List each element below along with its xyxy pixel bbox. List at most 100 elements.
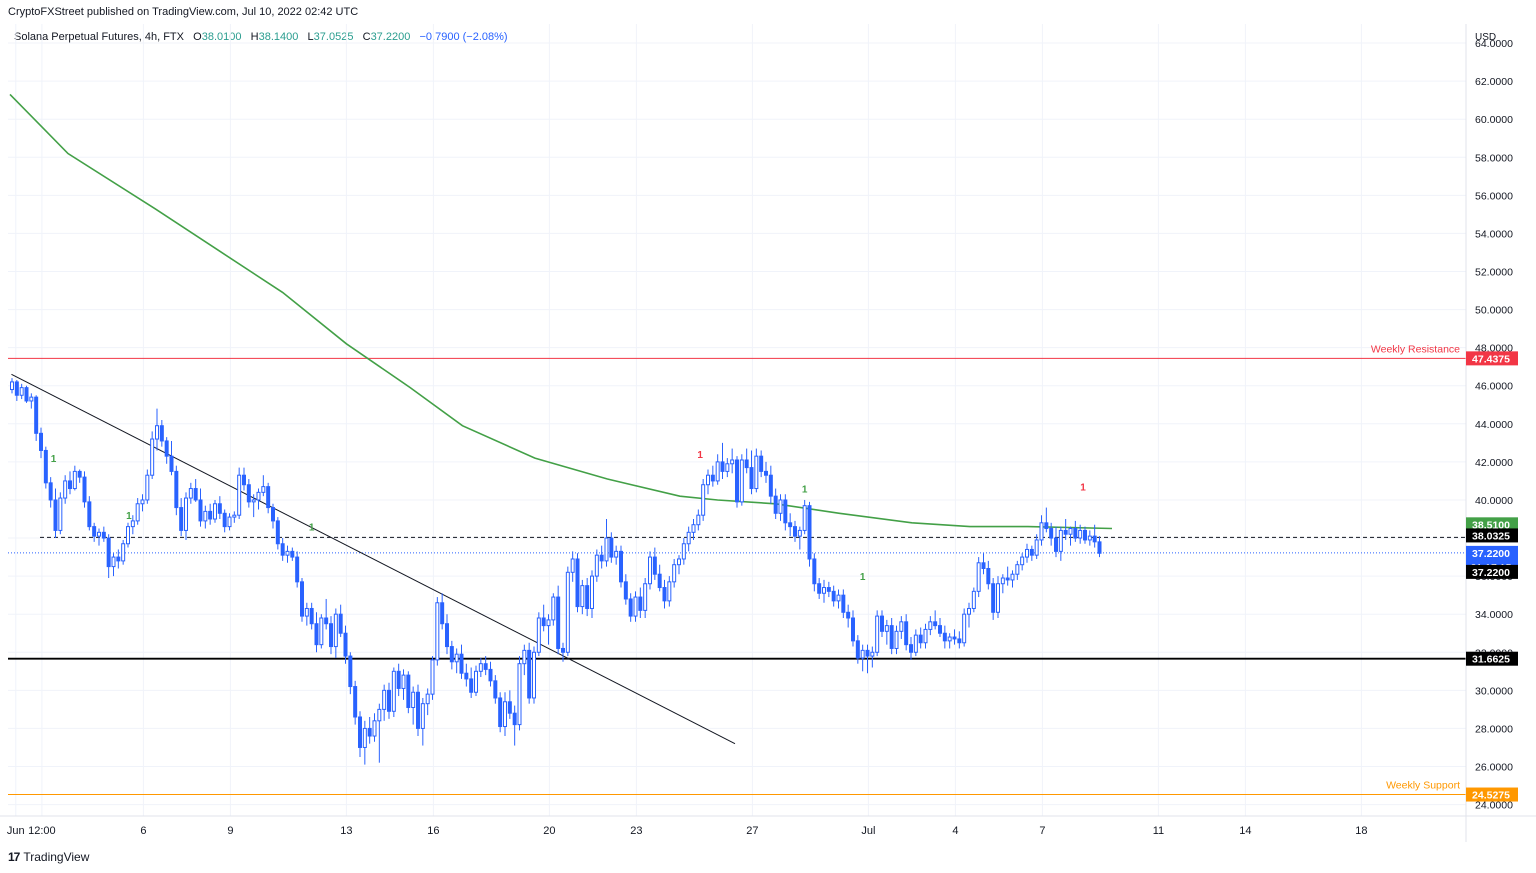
candle-body bbox=[14, 381, 19, 396]
candle-body bbox=[1049, 528, 1054, 539]
candle-body bbox=[884, 625, 889, 632]
close-label: C bbox=[362, 31, 371, 43]
y-tick-label: 24.0000 bbox=[1475, 800, 1513, 812]
candle-body bbox=[822, 587, 826, 594]
candle-body bbox=[445, 623, 449, 648]
y-tick-label: 62.0000 bbox=[1475, 76, 1513, 88]
candle-body bbox=[503, 701, 507, 728]
candle-body bbox=[957, 638, 962, 644]
candle-body bbox=[532, 651, 536, 699]
candle-body bbox=[507, 701, 512, 714]
candle-body bbox=[570, 558, 575, 573]
candle-body bbox=[648, 556, 652, 585]
open-value: 38.0100 bbox=[201, 31, 242, 43]
candle-body bbox=[855, 640, 860, 659]
x-tick-label: 18 bbox=[1355, 825, 1367, 837]
high-value: 38.1400 bbox=[258, 31, 299, 43]
y-tick-label: 56.0000 bbox=[1475, 190, 1513, 202]
candle-body bbox=[193, 488, 198, 501]
candle-body bbox=[179, 507, 184, 531]
candle-body bbox=[725, 463, 730, 472]
candle-body bbox=[1000, 577, 1005, 585]
price-tag-label: 37.2200 bbox=[1472, 548, 1510, 560]
candle-body bbox=[232, 514, 237, 518]
level-price-tag bbox=[1466, 351, 1518, 366]
y-tick-label: 54.0000 bbox=[1475, 228, 1513, 240]
td-marker: 1 bbox=[860, 572, 866, 583]
candle-body bbox=[416, 691, 420, 729]
candle-body bbox=[565, 571, 570, 653]
candle-body bbox=[1034, 539, 1039, 556]
candle-body bbox=[121, 543, 126, 562]
candle-body bbox=[628, 598, 633, 617]
level-name: Weekly Support bbox=[1386, 780, 1460, 792]
candle-body bbox=[174, 470, 179, 509]
candle-body bbox=[764, 470, 768, 476]
candle-body bbox=[184, 497, 188, 531]
x-tick-label: 23 bbox=[630, 825, 642, 837]
candle-body bbox=[411, 691, 416, 708]
level-lines: Weekly Resistance Weekly Support bbox=[8, 343, 1466, 796]
td-marker: 1 bbox=[126, 511, 132, 522]
candle-body bbox=[962, 613, 967, 644]
candle-body bbox=[657, 573, 662, 589]
candle-body bbox=[971, 590, 976, 609]
candle-body bbox=[34, 396, 39, 434]
candle-body bbox=[623, 581, 628, 600]
y-tick-label: 46.0000 bbox=[1475, 381, 1513, 393]
high-label: H bbox=[250, 31, 259, 43]
published-by-header: CryptoFXStreet published on TradingView.… bbox=[8, 6, 359, 18]
footer-brand[interactable]: TradingView bbox=[23, 850, 90, 864]
level-price-tag bbox=[1466, 787, 1518, 802]
low-value: 37.0525 bbox=[313, 31, 354, 43]
candle-body bbox=[942, 632, 947, 642]
candle-body bbox=[744, 459, 749, 469]
x-tick-label: 13 bbox=[340, 825, 352, 837]
candle-body bbox=[899, 621, 904, 632]
candle-body bbox=[10, 381, 14, 391]
candle-body bbox=[111, 556, 116, 568]
x-tick-label: 27 bbox=[746, 825, 758, 837]
candle-body bbox=[1044, 522, 1049, 530]
level-name: Weekly Resistance bbox=[1371, 343, 1460, 355]
td-marker: 1 bbox=[51, 454, 57, 465]
candle-body bbox=[63, 480, 68, 499]
candle-body bbox=[343, 632, 348, 657]
candle-body bbox=[841, 594, 846, 613]
candle-body bbox=[130, 520, 135, 528]
candle-body bbox=[1039, 522, 1044, 541]
candle-body bbox=[116, 556, 121, 562]
candle-body bbox=[754, 455, 759, 490]
candle-body bbox=[266, 486, 271, 509]
candle-body bbox=[696, 514, 701, 526]
candle-body bbox=[580, 585, 585, 608]
td-markers-layer: 1 1 1 1 1 1 1 bbox=[51, 450, 1087, 583]
candle-body bbox=[1020, 556, 1025, 566]
candle-body bbox=[92, 526, 97, 537]
candle-body bbox=[1015, 564, 1020, 575]
candle-body bbox=[222, 512, 227, 528]
y-tick-label: 50.0000 bbox=[1475, 305, 1513, 317]
y-tick-label: 64.0000 bbox=[1475, 38, 1513, 50]
candle-body bbox=[875, 615, 880, 653]
candle-body bbox=[401, 674, 406, 689]
candle-body bbox=[145, 474, 150, 501]
candle-body bbox=[585, 585, 590, 609]
candle-body bbox=[1025, 548, 1029, 558]
moving-average-layer bbox=[9, 93, 1113, 530]
candle-body bbox=[68, 480, 72, 490]
td-marker: 1 bbox=[802, 484, 808, 495]
candle-body bbox=[213, 503, 217, 520]
candle-body bbox=[425, 693, 430, 705]
x-tick-label: Jul bbox=[861, 825, 875, 837]
candle-body bbox=[53, 499, 58, 531]
y-tick-label: 42.0000 bbox=[1475, 457, 1513, 469]
candle-body bbox=[314, 623, 319, 646]
candle-body bbox=[556, 596, 561, 649]
candle-body bbox=[198, 499, 203, 522]
candle-body bbox=[319, 617, 324, 646]
candles-layer bbox=[10, 378, 1102, 765]
candle-body bbox=[986, 568, 991, 585]
